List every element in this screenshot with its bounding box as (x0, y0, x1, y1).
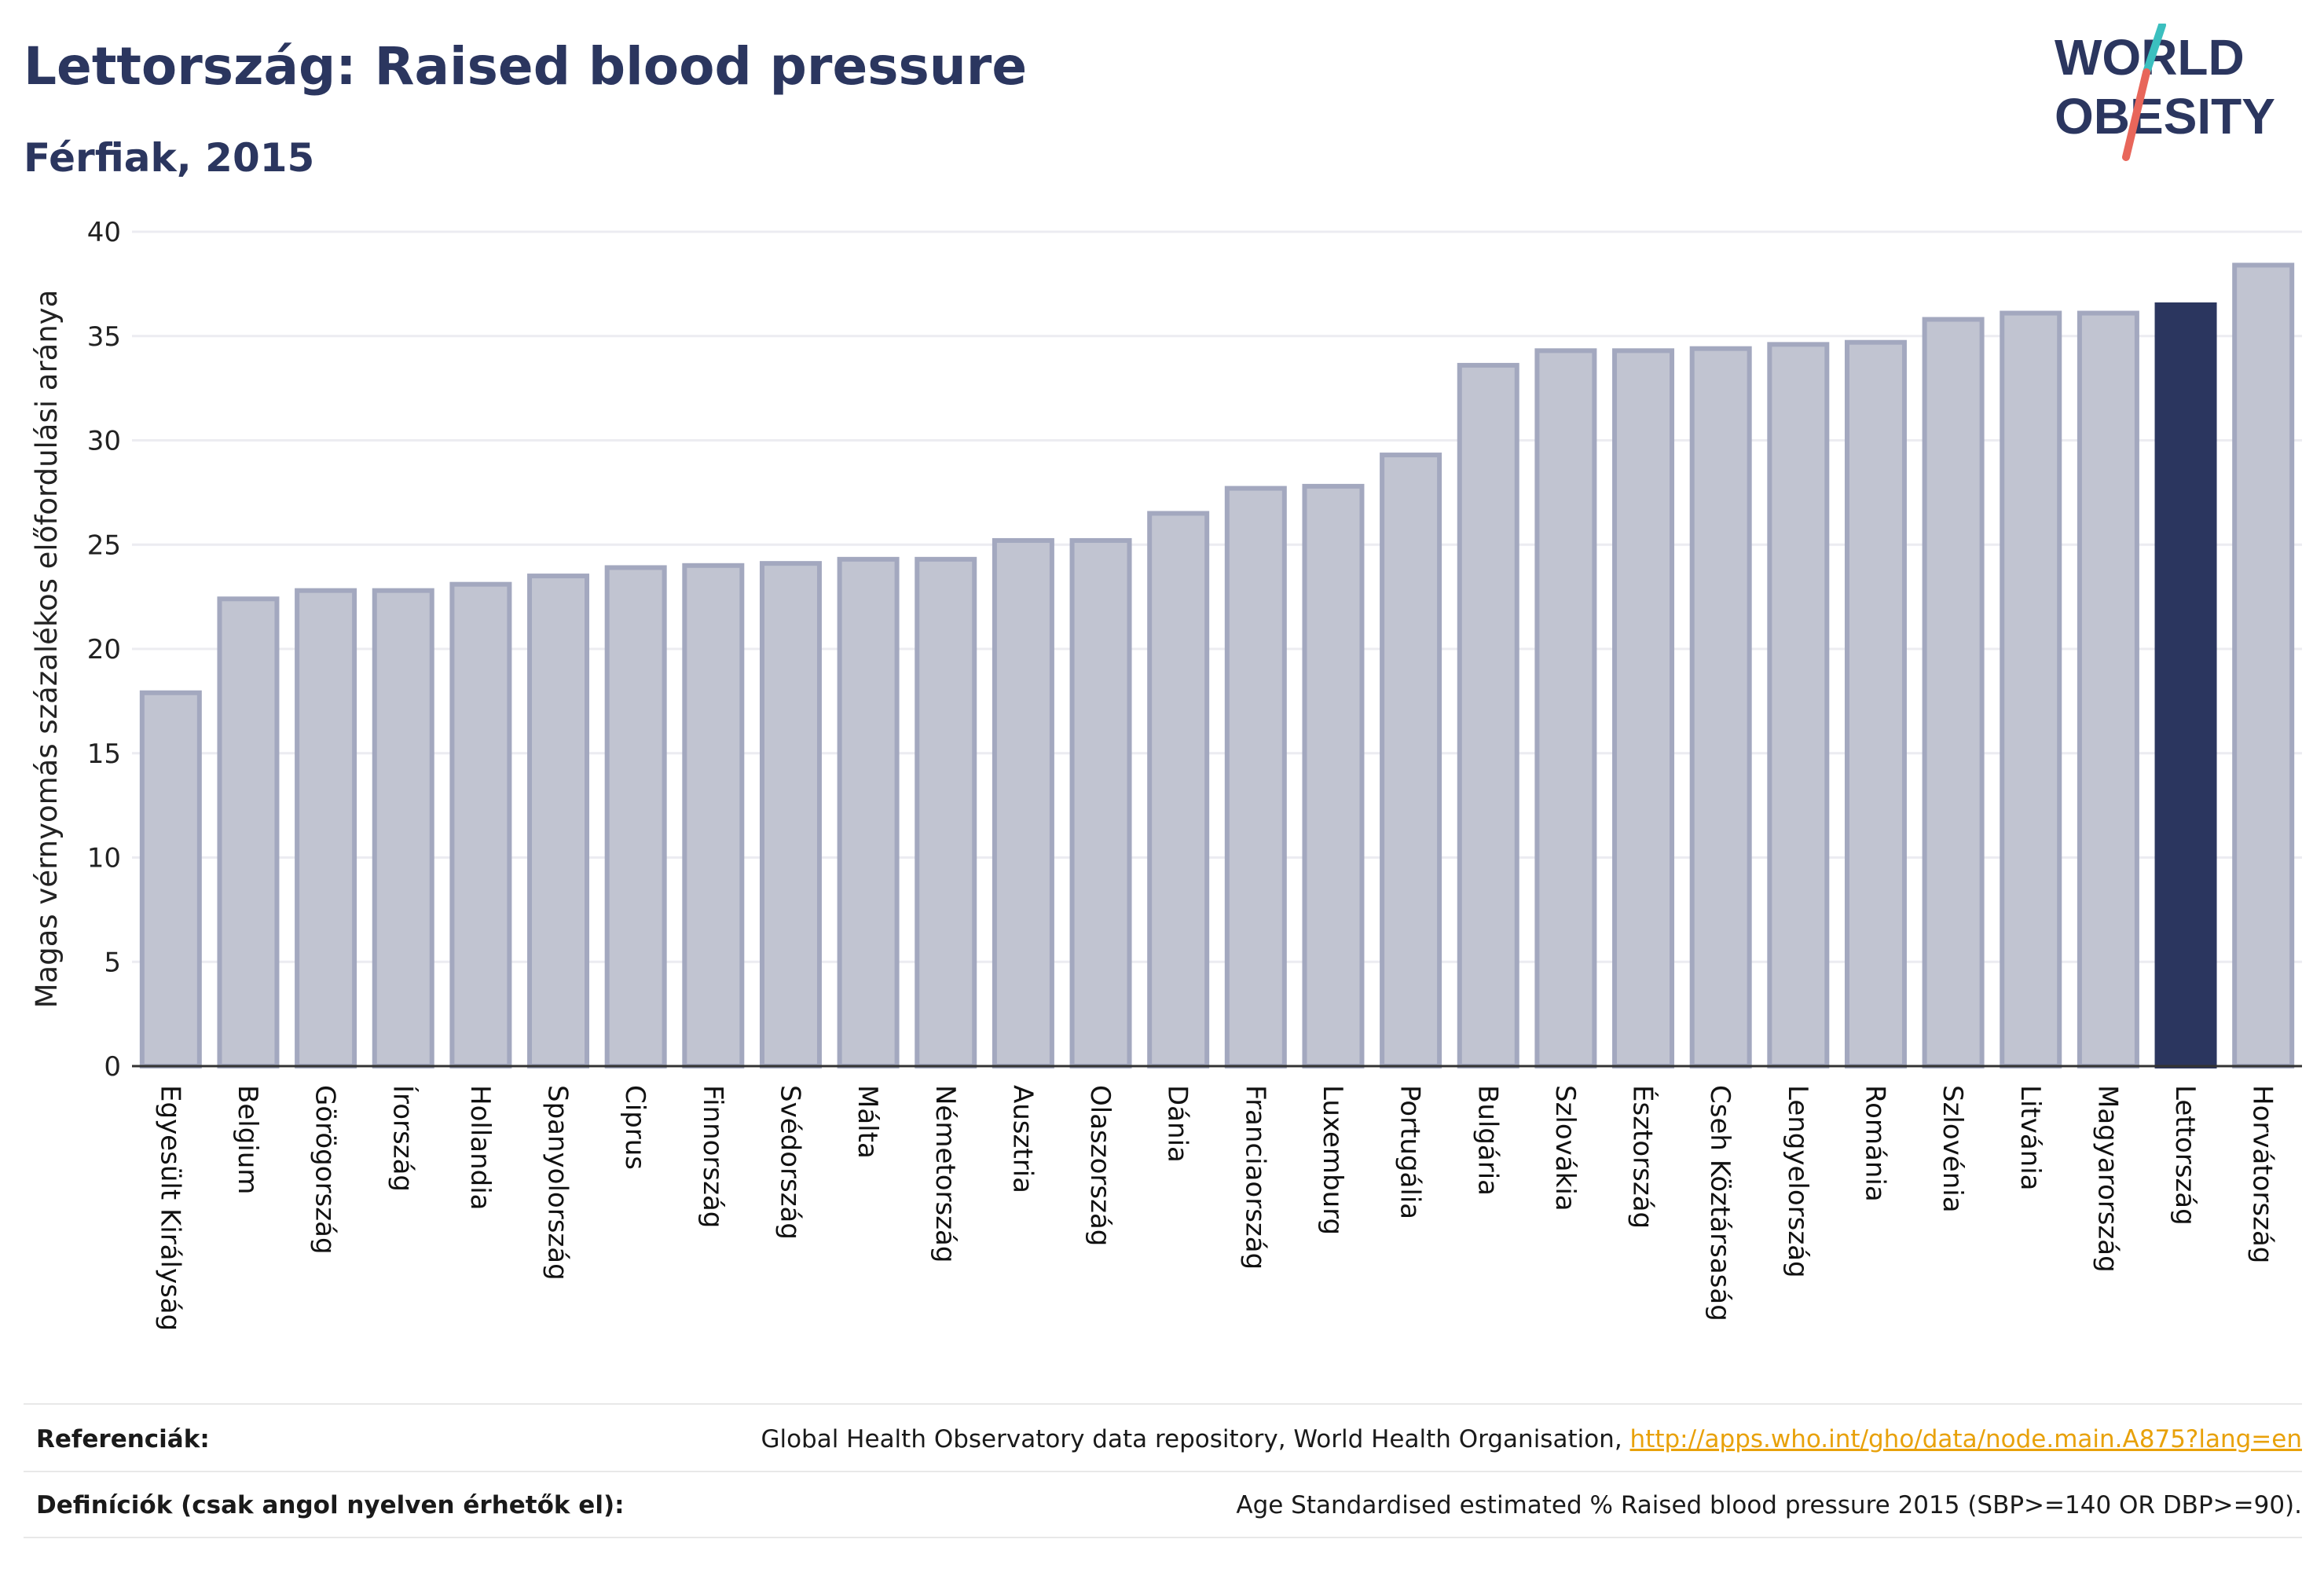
x-tick-label: Ciprus (619, 1085, 651, 1170)
bar (837, 556, 900, 1068)
bar (759, 561, 822, 1068)
bar (604, 565, 667, 1068)
footer-divider-middle (24, 1471, 2302, 1472)
x-tick-label: Litvánia (2014, 1085, 2046, 1191)
references-label: Referenciák: (36, 1425, 210, 1453)
bar (915, 556, 977, 1068)
logo-slash-top (2143, 24, 2166, 76)
x-tick-label: Magyarország (2091, 1085, 2123, 1273)
x-tick-label: Lettország (2169, 1085, 2201, 1226)
world-obesity-logo: WORLD OBESITY (2055, 24, 2275, 161)
x-tick-label: Ausztria (1006, 1085, 1038, 1193)
x-tick-label: Dánia (1162, 1085, 1193, 1163)
x-tick-label: Szlovénia (1937, 1085, 1968, 1213)
bar-chart: 0 5 10 15 20 25 30 35 40 Magas vérnyomás százalék… (30, 217, 2302, 1331)
footer-definitions: Definíciók (csak angol nyelven érhetők e… (24, 1474, 2302, 1537)
x-tick-label: Cseh Köztársaság (1704, 1085, 1736, 1321)
bar (2232, 262, 2295, 1069)
bar (1612, 348, 1675, 1068)
x-tick-label: Finnország (697, 1085, 728, 1228)
page-subtitle: Férfiak, 2015 (24, 135, 315, 181)
y-axis-label: Magas vérnyomás százalékos előfordulási … (30, 290, 64, 1009)
bar (1689, 346, 1752, 1068)
x-tick-label: Írország (387, 1085, 419, 1192)
bar (1224, 486, 1287, 1068)
bar (1069, 537, 1132, 1068)
bar (217, 596, 280, 1068)
x-tick-label: Málta (852, 1085, 883, 1159)
bar (139, 690, 202, 1068)
y-tick-label: 0 (104, 1051, 121, 1083)
bar (372, 588, 434, 1068)
x-tick-label: Portugália (1395, 1085, 1426, 1219)
x-tick-label: Franciaország (1239, 1085, 1270, 1270)
x-tick-label: Lengyelország (1782, 1085, 1813, 1278)
x-tick-label: Egyesült Királyság (154, 1085, 185, 1331)
x-tick-label: Észtország (1627, 1085, 1659, 1229)
x-tick-label: Bulgária (1472, 1085, 1503, 1196)
references-link[interactable]: http://apps.who.int/gho/data/node.main.A… (1629, 1425, 2302, 1453)
x-tick-label: Szlovákia (1549, 1085, 1581, 1211)
bar (1844, 339, 1907, 1068)
references-text: Global Health Observatory data repositor… (761, 1425, 1630, 1453)
y-tick-label: 5 (104, 947, 121, 978)
bar (1147, 511, 1210, 1068)
x-tick-label: Románia (1859, 1085, 1890, 1202)
y-tick-label: 20 (87, 634, 121, 665)
bar (2077, 310, 2139, 1069)
x-tick-label: Görögország (310, 1085, 341, 1255)
bar (2000, 310, 2062, 1069)
y-tick-label: 30 (87, 426, 121, 457)
definitions-text: Age Standardised estimated % Raised bloo… (1236, 1491, 2302, 1519)
footer-divider-top (24, 1403, 2302, 1405)
footer-divider-bottom (24, 1537, 2302, 1538)
bar (1457, 362, 1519, 1069)
y-tick-label: 40 (87, 217, 121, 248)
x-tick-label: Hollandia (464, 1085, 496, 1211)
bar (1534, 348, 1597, 1068)
logo-line2: OBESITY (2055, 88, 2275, 145)
bar (1767, 342, 1830, 1068)
x-tick-label: Luxemburg (1317, 1085, 1348, 1235)
bar (295, 588, 357, 1068)
x-tick-label: Németország (929, 1085, 961, 1263)
y-tick-label: 25 (87, 530, 121, 561)
x-tick-label: Horvátország (2247, 1085, 2278, 1263)
bar (527, 574, 590, 1068)
x-tick-label: Spanyolország (542, 1085, 574, 1281)
bar (2154, 302, 2217, 1068)
bar (449, 581, 512, 1068)
x-tick-label: Belgium (232, 1085, 263, 1194)
page-title: Lettország: Raised blood pressure (24, 36, 1028, 97)
bar (1922, 317, 1985, 1068)
y-tick-label: 10 (87, 843, 121, 874)
y-tick-label: 35 (87, 321, 121, 353)
bar (992, 537, 1054, 1068)
footer-references: Referenciák: Global Health Observatory d… (24, 1408, 2302, 1471)
bar (1380, 453, 1442, 1068)
bar (1302, 483, 1365, 1068)
definitions-label: Definíciók (csak angol nyelven érhetők e… (36, 1491, 625, 1519)
x-tick-label: Olaszország (1084, 1085, 1116, 1246)
x-tick-label: Svédország (774, 1085, 805, 1240)
bar (682, 563, 745, 1068)
logo-slash-bottom (2122, 68, 2150, 161)
y-tick-label: 15 (87, 739, 121, 770)
